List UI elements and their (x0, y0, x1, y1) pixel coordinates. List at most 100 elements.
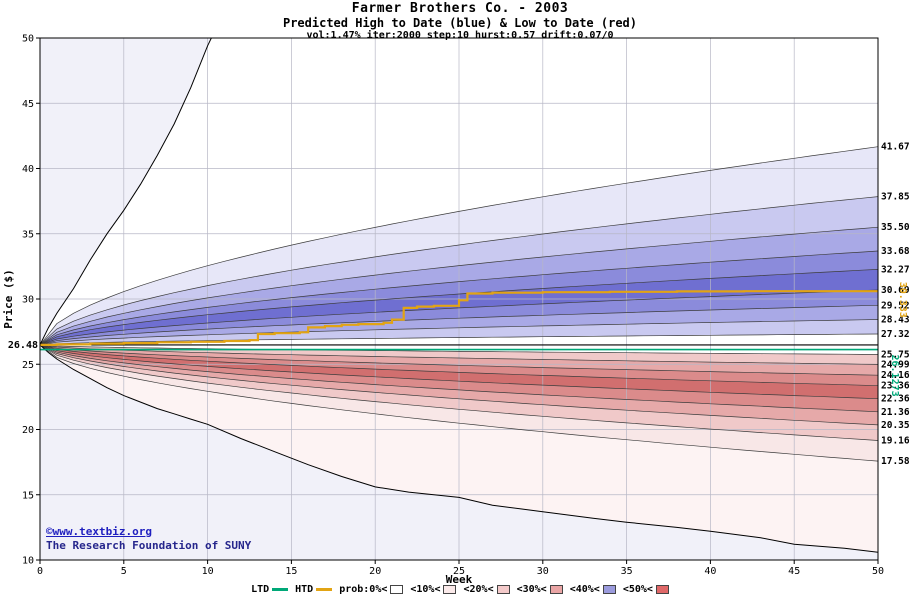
legend-swatch (549, 585, 563, 594)
price-level-label: 20.35 (881, 420, 910, 431)
chart-subtitle: Predicted High to Date (blue) & Low to D… (282, 16, 637, 30)
band-boundary-line (40, 333, 878, 346)
price-level-label: 30.69 (881, 285, 910, 296)
y-axis-title: Price ($) (2, 269, 15, 329)
y-tick-label: 40 (22, 164, 34, 175)
price-level-label: 28.43 (881, 314, 910, 325)
price-level-label: 27.32 (881, 329, 910, 340)
legend-swatch (655, 585, 669, 594)
legend-item-prob0: prob:0%< (339, 584, 404, 595)
x-tick-label: 50 (872, 566, 884, 577)
legend-swatch (443, 585, 457, 594)
legend-item-htd: HTD (295, 584, 333, 595)
price-level-label: 17.58 (881, 456, 910, 467)
y-tick-label: 35 (22, 229, 34, 240)
band (40, 146, 878, 345)
price-level-label: 29.52 (881, 300, 910, 311)
band-boundary-line (40, 344, 878, 376)
attribution: ©www.textbiz.org The Research Foundation… (46, 525, 251, 553)
plot-area (40, 38, 878, 560)
band-boundary-line (40, 196, 878, 346)
legend-item-ltd: LTD (251, 584, 289, 595)
htd-line (40, 290, 878, 346)
band-boundary-line (40, 344, 878, 365)
chart-title: Farmer Brothers Co. - 2003 (351, 1, 569, 16)
copyright-link[interactable]: ©www.textbiz.org (46, 525, 152, 538)
band-boundary-line (40, 226, 878, 346)
x-tick-label: 10 (202, 566, 214, 577)
band-boundary-line (40, 269, 878, 346)
legend-label: <10%< (410, 584, 441, 595)
band-boundary-line (40, 319, 878, 346)
band (40, 344, 878, 412)
legend-swatch (602, 585, 616, 594)
max-envelope-line (40, 38, 212, 346)
band (40, 251, 878, 345)
legend-label: prob:0%< (339, 584, 388, 595)
band-boundary-line (40, 304, 878, 346)
band-boundary-line (40, 344, 878, 426)
band-boundary-line (40, 344, 878, 441)
legend-swatch (316, 588, 333, 591)
band (40, 227, 878, 345)
price-level-label: 33.68 (881, 246, 910, 257)
legend-swatch (496, 585, 510, 594)
legend-item-10: <10%< (410, 584, 457, 595)
band-boundary-line (40, 289, 878, 346)
price-level-label: 35.50 (881, 222, 910, 233)
legend-swatch (390, 585, 404, 594)
band-boundary-line (40, 344, 878, 355)
legend-swatch (272, 588, 289, 591)
y-tick-label: 45 (22, 99, 34, 110)
price-level-label: 32.27 (881, 264, 910, 275)
legend-label: LTD (251, 584, 270, 595)
y-tick-label: 50 (22, 34, 34, 45)
y-tick-label: 30 (22, 295, 34, 306)
x-tick-label: 15 (285, 566, 297, 577)
price-level-label: 21.36 (881, 407, 910, 418)
price-level-label: 19.16 (881, 435, 910, 446)
x-tick-label: 40 (704, 566, 716, 577)
legend-label: <20%< (463, 584, 494, 595)
x-tick-label: 20 (369, 566, 381, 577)
legend: LTD HTD prob:0%< <10%< <20%< <30%< <40%< <50%< (0, 584, 920, 595)
start-price-label: 26.48 (8, 340, 38, 351)
x-axis-title: Week (446, 573, 473, 586)
y-tick-label: 15 (22, 490, 34, 501)
band-boundary-line (40, 344, 878, 387)
band-boundary-line (40, 344, 878, 413)
band-boundary-line (40, 344, 878, 400)
band (40, 344, 878, 441)
min-envelope-line (40, 344, 878, 553)
price-level-label: 22.36 (881, 394, 910, 405)
chart-params: vol:1.47% iter:2000 step:10 hurst:0.57 d… (306, 30, 614, 41)
legend-item-50: <50%< (623, 584, 669, 595)
x-tick-label: 35 (621, 566, 633, 577)
x-tick-label: 5 (121, 566, 127, 577)
y-tick-label: 25 (22, 360, 34, 371)
chart-header: Farmer Brothers Co. - 2003 Predicted Hig… (0, 1, 920, 41)
org-name: The Research Foundation of SUNY (46, 539, 252, 552)
band-boundary-line (40, 344, 878, 462)
band (40, 344, 878, 425)
legend-label: <50%< (622, 584, 653, 595)
legend-item-40: <40%< (570, 584, 616, 595)
legend-item-30: <30%< (517, 584, 563, 595)
htd-value-label: 30.333 (897, 282, 908, 318)
price-level-label: 24.16 (881, 370, 910, 381)
y-tick-label: 10 (22, 556, 34, 567)
price-level-label: 23.36 (881, 381, 910, 392)
legend-label: <30%< (516, 584, 547, 595)
price-level-label: 41.67 (881, 142, 910, 153)
band-boundary-line (40, 250, 878, 346)
price-level-label: 37.85 (881, 192, 910, 203)
x-tick-label: 45 (788, 566, 800, 577)
legend-item-20: <20%< (463, 584, 510, 595)
x-tick-label: 0 (37, 566, 43, 577)
price-level-label: 24.99 (881, 359, 910, 370)
price-level-label: 25.75 (881, 349, 910, 360)
y-tick-label: 20 (22, 425, 34, 436)
legend-label: HTD (295, 584, 314, 595)
legend-label: <40%< (569, 584, 600, 595)
